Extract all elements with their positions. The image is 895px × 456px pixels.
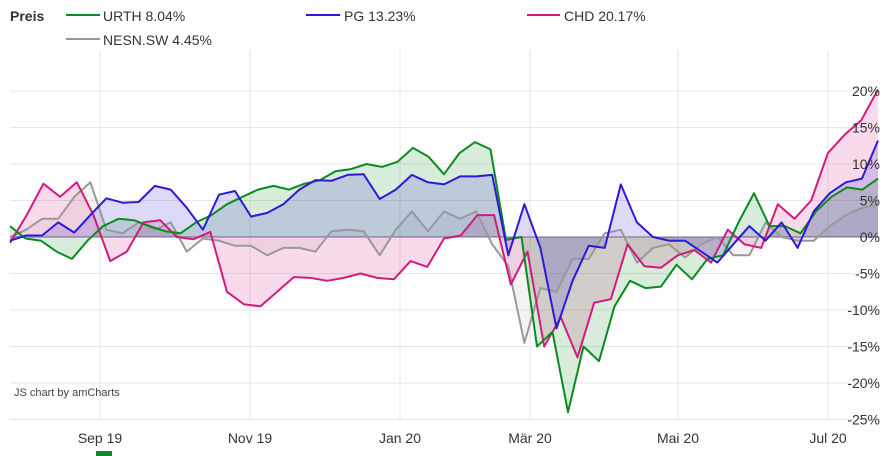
y-tick-label: 0% xyxy=(860,229,880,245)
legend-label-urth: URTH 8.04% xyxy=(103,8,185,24)
y-tick-label: -20% xyxy=(847,375,880,391)
legend-item-chd[interactable]: CHD 20.17% xyxy=(527,8,646,24)
y-tick-label: -15% xyxy=(847,339,880,355)
series-lines xyxy=(9,89,879,414)
zero-line xyxy=(10,236,878,238)
legend-item-nesn[interactable]: NESN.SW 4.45% xyxy=(66,32,212,48)
series-line-urth xyxy=(9,141,879,414)
y-tick-label: -5% xyxy=(855,266,880,282)
series-line-pg xyxy=(9,140,879,330)
grid-lines xyxy=(10,50,878,420)
x-tick-label: Sep 19 xyxy=(78,430,123,446)
x-tick-label: Mai 20 xyxy=(657,430,699,446)
x-tick-label: Jul 20 xyxy=(809,430,847,446)
legend-label-nesn: NESN.SW 4.45% xyxy=(103,32,212,48)
legend-item-urth[interactable]: URTH 8.04% xyxy=(66,8,185,24)
series-fills xyxy=(10,89,878,413)
y-tick-label: -25% xyxy=(847,412,880,428)
y-axis: -25% -20% -15% -10% -5% 0% 5% 10% 15% 20% xyxy=(847,83,880,428)
legend-item-pg[interactable]: PG 13.23% xyxy=(306,8,416,24)
y-tick-label: 15% xyxy=(852,120,880,136)
legend-label-chd: CHD 20.17% xyxy=(564,8,646,24)
y-tick-label: -10% xyxy=(847,302,880,318)
series-fill-pg xyxy=(10,140,878,329)
series-fill-urth xyxy=(10,142,878,413)
y-tick-label: 20% xyxy=(852,83,880,99)
x-tick-label: Mär 20 xyxy=(508,430,552,446)
series-fill-nesn-sw xyxy=(10,182,878,343)
legend-label-pg: PG 13.23% xyxy=(344,8,416,24)
legend-title: Preis xyxy=(10,8,44,24)
x-axis: Sep 19 Nov 19 Jan 20 Mär 20 Mai 20 Jul 20 xyxy=(78,430,847,446)
scrollbar-handle[interactable] xyxy=(96,451,112,456)
y-tick-label: 10% xyxy=(852,156,880,172)
legend: Preis URTH 8.04% PG 13.23% CHD 20.17% NE… xyxy=(10,8,646,48)
x-tick-label: Jan 20 xyxy=(379,430,421,446)
y-tick-label: 5% xyxy=(860,193,880,209)
chart-credit: JS chart by amCharts xyxy=(14,387,120,399)
x-tick-label: Nov 19 xyxy=(228,430,273,446)
series-line-nesn-sw xyxy=(9,181,879,344)
